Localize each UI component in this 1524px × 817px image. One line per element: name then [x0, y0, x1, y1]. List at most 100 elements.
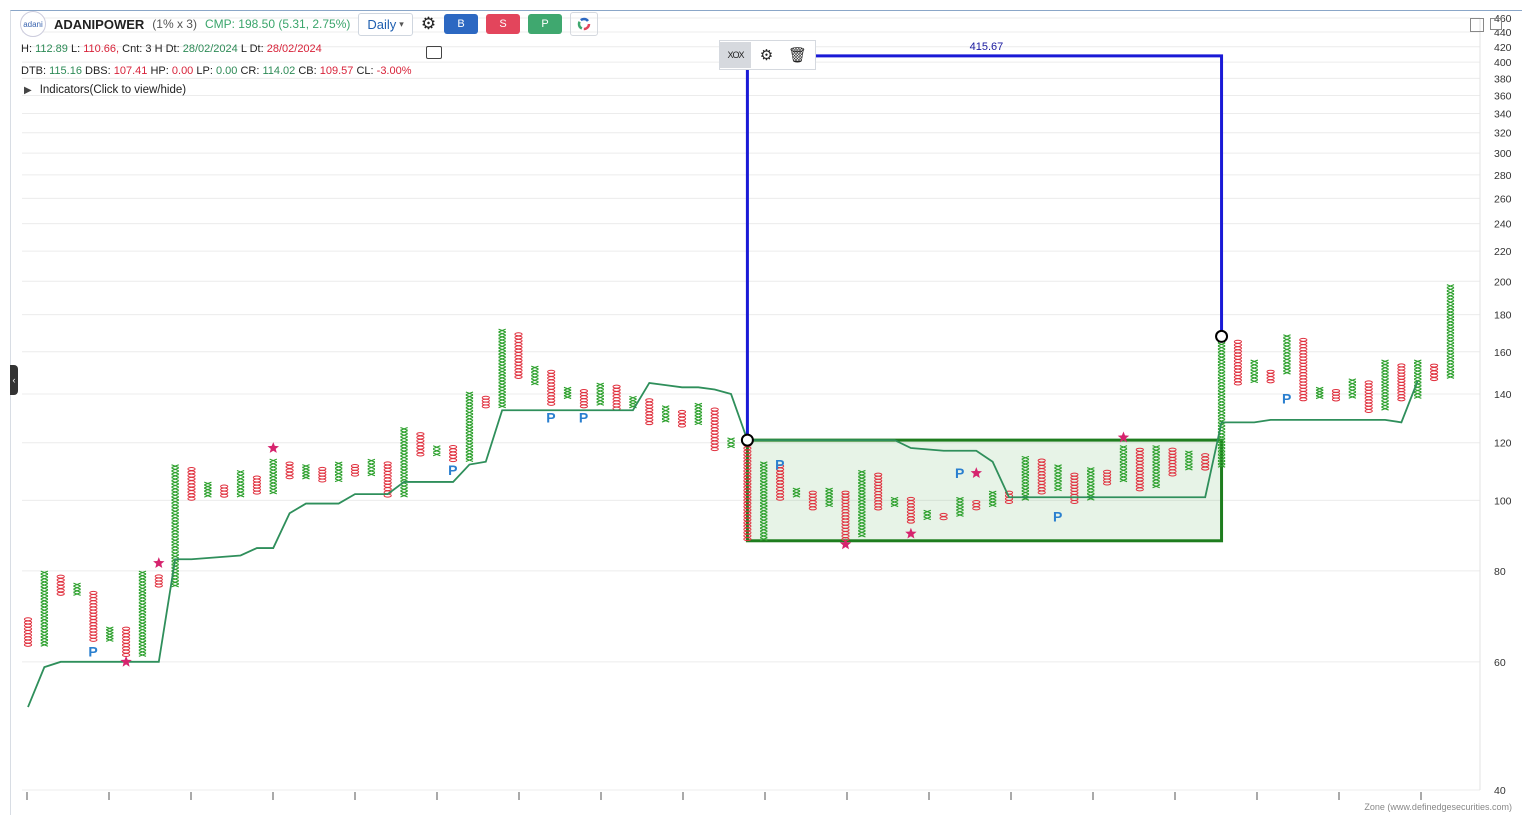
o-box [514, 332, 523, 337]
x-box [498, 379, 506, 383]
x-box [465, 426, 474, 431]
sell-button[interactable]: S [486, 14, 521, 34]
y-tick-label: 220 [1494, 246, 1512, 258]
tool-settings-gear-icon[interactable]: ⚙ [759, 47, 774, 64]
x-box [1217, 447, 1226, 452]
x-box [171, 473, 179, 478]
maximize-icon[interactable] [1470, 18, 1484, 32]
x-box [498, 366, 506, 371]
x-box [171, 528, 179, 533]
x-box [759, 515, 768, 519]
x-box [40, 642, 49, 647]
o-box [1135, 487, 1144, 492]
o-box [547, 369, 556, 374]
x-box [1217, 371, 1226, 376]
x-box [236, 486, 245, 491]
x-column [1054, 464, 1062, 492]
x-box [792, 487, 801, 492]
o-box [122, 643, 131, 648]
x-box [498, 360, 506, 365]
o-box [1364, 380, 1373, 385]
o-box [579, 398, 589, 403]
o-box [1233, 381, 1243, 386]
o-box [1266, 372, 1275, 377]
x-box [1152, 481, 1160, 485]
pnf-tool-icon[interactable]: XOX [720, 42, 751, 68]
x-box [1185, 466, 1193, 471]
x-box [138, 621, 147, 626]
x-box [858, 479, 866, 484]
x-box [694, 412, 703, 416]
o-box [89, 619, 98, 624]
x-box [1413, 365, 1422, 370]
settings-gear-icon[interactable]: ⚙ [420, 14, 437, 33]
star-marker [905, 527, 917, 539]
o-box [187, 493, 196, 498]
indicators-toggle[interactable]: ▶ Indicators(Click to view/hide) [24, 84, 186, 96]
x-box [204, 484, 212, 489]
x-box [1446, 303, 1455, 308]
x-box [858, 520, 866, 525]
restore-icon[interactable] [1490, 18, 1502, 30]
x-box [1217, 368, 1226, 372]
o-box [89, 606, 98, 611]
x-box [759, 518, 768, 523]
x-box [1283, 334, 1291, 339]
x-box [1086, 483, 1095, 488]
o-box [776, 496, 785, 501]
x-box [1217, 441, 1226, 446]
x-box [465, 404, 474, 408]
symbol-name[interactable]: ADANIPOWER [54, 16, 145, 32]
x-box [334, 478, 343, 483]
measure-end-handle [1215, 329, 1229, 343]
x-box [759, 521, 768, 526]
buy-button[interactable]: B [444, 14, 479, 34]
x-box [465, 445, 474, 450]
collapse-handle-icon[interactable]: ‹ [10, 365, 18, 395]
x-box [138, 580, 147, 584]
o-box [710, 443, 719, 448]
x-box [138, 583, 147, 588]
x-box [1381, 400, 1389, 405]
o-box [1397, 384, 1406, 389]
x-box [302, 475, 310, 480]
o-column [645, 398, 654, 426]
x-box [1086, 467, 1095, 471]
o-box [1070, 500, 1079, 505]
x-box [171, 506, 179, 511]
o-box [1397, 397, 1406, 402]
o-box [187, 486, 196, 491]
x-box [40, 608, 49, 613]
x-box [759, 470, 768, 475]
o-box [612, 384, 621, 389]
o-box [645, 421, 654, 426]
o-box [1233, 342, 1243, 347]
x-box [1217, 451, 1226, 455]
o-box [1299, 384, 1308, 389]
x-box [40, 617, 49, 622]
timeframe-select[interactable]: Daily ▾ [358, 12, 413, 36]
o-box [1430, 373, 1439, 378]
o-box [1364, 383, 1373, 388]
x-box [1152, 468, 1160, 472]
o-box [416, 449, 425, 454]
x-box [400, 452, 408, 457]
star-marker [839, 538, 852, 550]
o-column [874, 472, 883, 511]
x-box [334, 461, 343, 466]
x-box [1021, 468, 1030, 473]
x-box [858, 498, 866, 503]
color-ring-button[interactable] [570, 12, 599, 36]
o-box [1299, 353, 1308, 358]
p-button[interactable]: P [528, 14, 563, 34]
x-box [1413, 372, 1422, 377]
x-box [40, 586, 49, 591]
x-box [465, 429, 474, 434]
x-box [40, 583, 49, 587]
x-box [40, 605, 49, 609]
x-box [563, 395, 572, 400]
trash-icon[interactable]: 🗑 [787, 47, 808, 64]
comment-icon[interactable] [426, 46, 442, 59]
o-box [579, 389, 589, 394]
